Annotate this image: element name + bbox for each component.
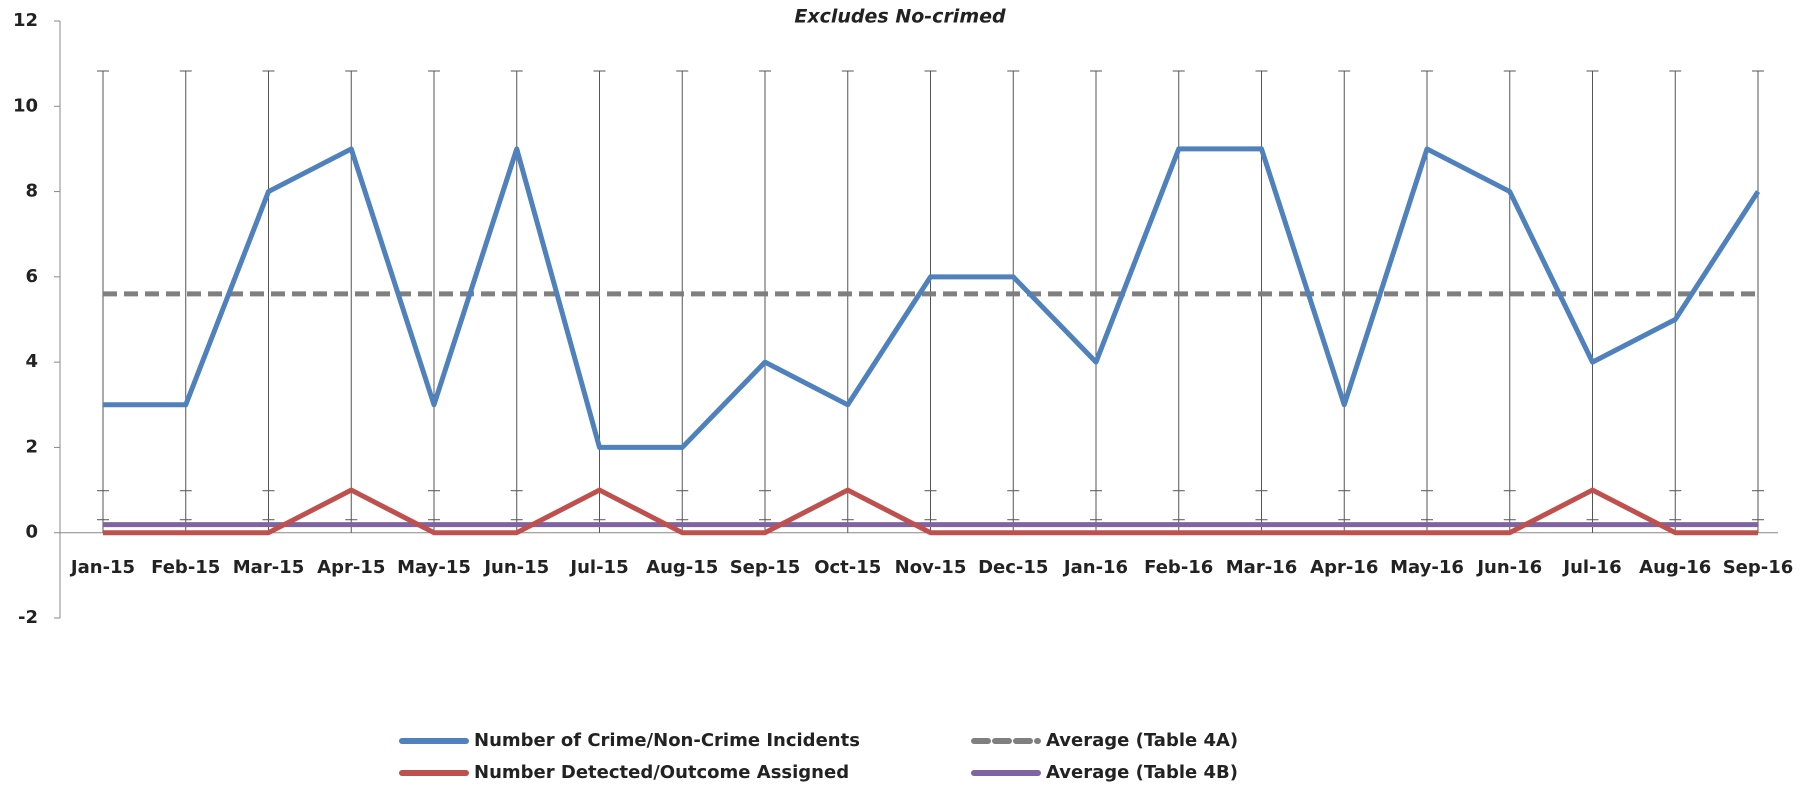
series-line (103, 146, 1761, 450)
x-tick-label: Mar-15 (233, 557, 304, 578)
y-tick-label: 4 (25, 351, 38, 372)
series-line (103, 487, 1758, 536)
x-tick-label: May-16 (1390, 557, 1464, 578)
legend-label: Average (Table 4A) (1046, 730, 1238, 751)
x-tick-label: Feb-16 (1144, 557, 1213, 578)
legend-label: Average (Table 4B) (1046, 762, 1238, 783)
legend-label: Number Detected/Outcome Assigned (474, 762, 849, 783)
chart-title: Excludes No-crimed (794, 6, 1006, 28)
y-tick-label: 0 (25, 522, 38, 543)
x-tick-label: Aug-15 (646, 557, 718, 578)
y-tick-label: 8 (25, 181, 38, 202)
y-tick-label: 12 (13, 10, 38, 31)
x-tick-label: Jun-16 (1475, 557, 1542, 578)
legend-label: Number of Crime/Non-Crime Incidents (474, 730, 860, 751)
x-tick-label: Nov-15 (895, 557, 967, 578)
x-tick-label: Apr-16 (1310, 557, 1378, 578)
x-tick-label: Feb-15 (151, 557, 220, 578)
x-tick-label: Jul-15 (568, 557, 628, 578)
x-tick-label: Aug-16 (1639, 557, 1711, 578)
y-tick-label: -2 (18, 607, 38, 628)
x-tick-label: Mar-16 (1226, 557, 1297, 578)
x-tick-label: Sep-16 (1723, 557, 1794, 578)
x-tick-label: Sep-15 (730, 557, 801, 578)
x-tick-label: Jan-16 (1062, 557, 1128, 578)
x-tick-label: Oct-15 (814, 557, 881, 578)
x-tick-label: Jul-16 (1561, 557, 1621, 578)
y-tick-label: 6 (25, 266, 38, 287)
x-tick-label: Apr-15 (317, 557, 385, 578)
x-tick-label: Jan-15 (69, 557, 135, 578)
x-tick-label: Jun-15 (482, 557, 549, 578)
x-tick-label: May-15 (397, 557, 471, 578)
x-tick-label: Dec-15 (978, 557, 1048, 578)
y-tick-label: 10 (13, 95, 38, 116)
y-tick-label: 2 (25, 436, 38, 457)
